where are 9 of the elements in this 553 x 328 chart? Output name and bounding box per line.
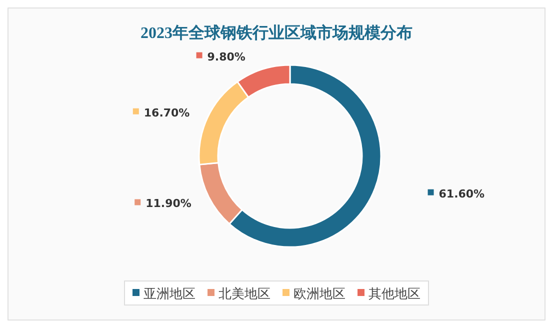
legend-label: 其他地区 — [368, 287, 420, 302]
data-label: 16.70% — [144, 106, 190, 120]
legend-label: 北美地区 — [218, 286, 270, 302]
data-label: 11.90% — [146, 197, 192, 210]
data-label: 9.80% — [207, 50, 246, 64]
legend-label: 亚洲地区 — [144, 287, 196, 302]
legend-label: 欧洲地区 — [294, 287, 346, 302]
data-label: 61.60% — [438, 187, 485, 200]
chart-title: 2023年全球钢铁行业区域市场规模分布 — [140, 24, 412, 42]
